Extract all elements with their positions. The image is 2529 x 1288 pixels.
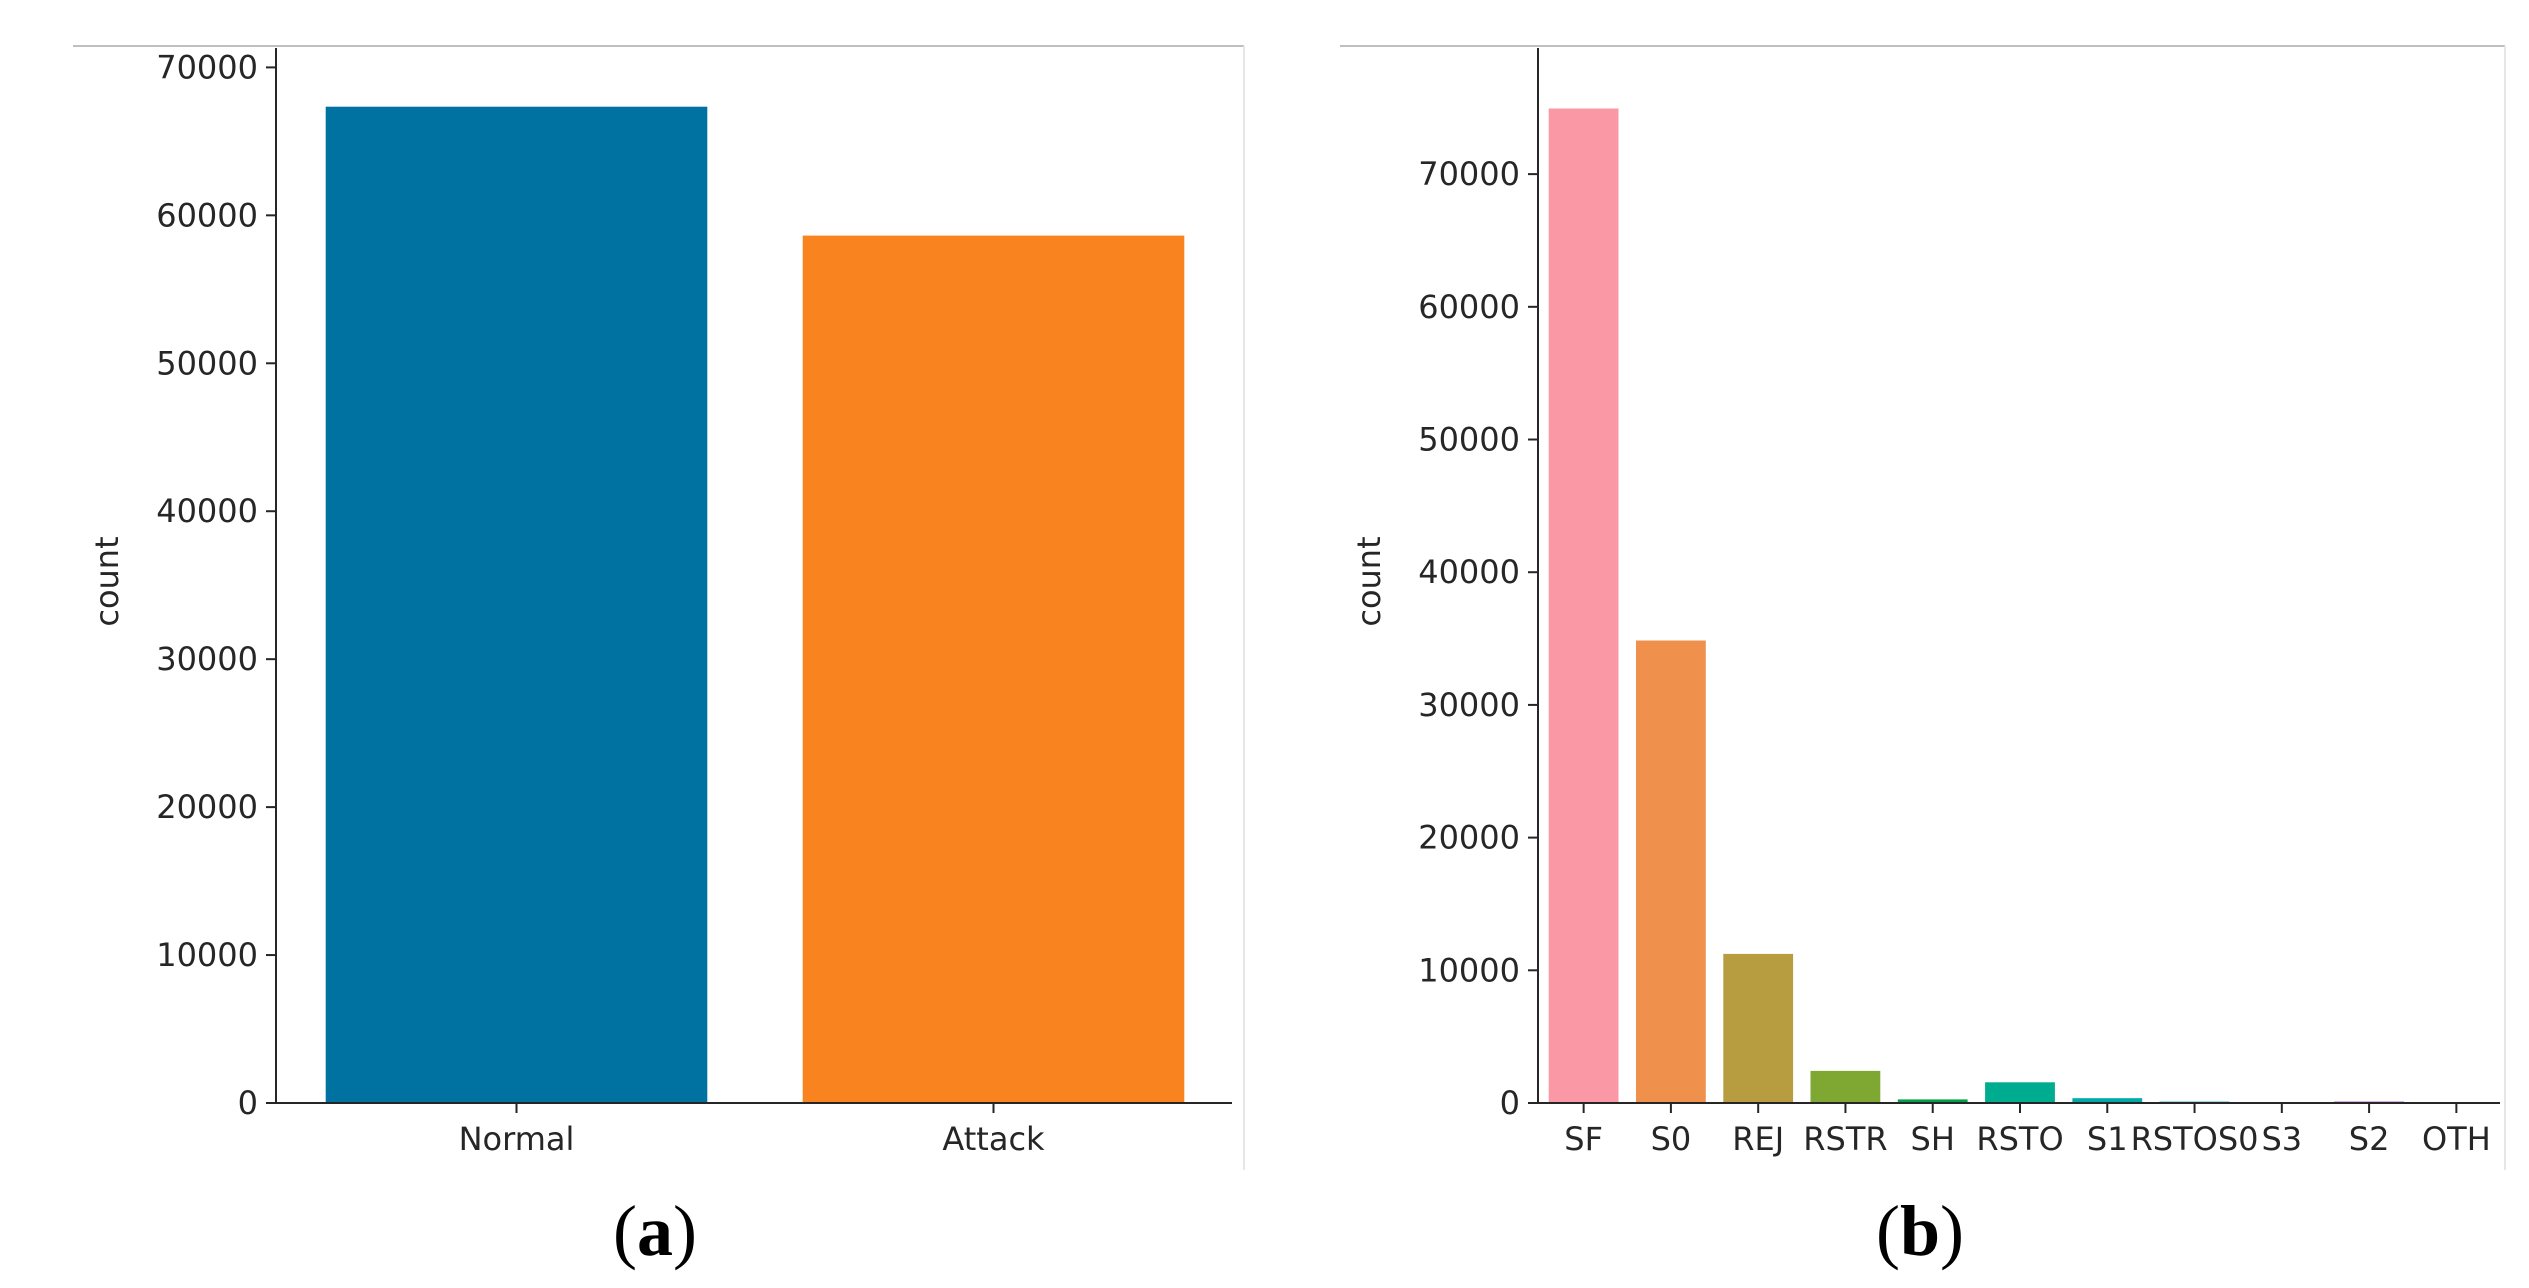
x-tick-label-b: SH (1911, 1120, 1955, 1158)
x-tick-label-b: RSTOS0 (2131, 1120, 2259, 1158)
bar-b-s0 (1636, 640, 1706, 1103)
x-tick-label-a: Attack (942, 1120, 1045, 1158)
y-tick-label-b: 40000 (1418, 553, 1520, 591)
y-tick-label-a: 40000 (156, 492, 258, 530)
x-tick-label-b: S0 (1651, 1120, 1692, 1158)
y-tick-label-b: 60000 (1418, 288, 1520, 326)
y-tick-label-a: 10000 (156, 936, 258, 974)
y-tick-label-b: 30000 (1418, 686, 1520, 724)
bar-b-sh (1897, 1099, 1968, 1103)
bar-b-rej (1723, 953, 1794, 1103)
x-tick-label-b: RSTO (1976, 1120, 2063, 1158)
y-tick-label-a: 0 (238, 1084, 258, 1122)
y-tick-label-a: 50000 (156, 344, 258, 382)
chart-panel-b: 0 10000 20000 30000 40000 50000 60000 70000 SF S0… (1350, 48, 2500, 1158)
x-tick-label-b: S1 (2087, 1120, 2128, 1158)
x-tick-label-b: SF (1564, 1120, 1603, 1158)
x-tick-label-b: REJ (1732, 1120, 1784, 1158)
x-tick-label-b: S2 (2349, 1120, 2390, 1158)
bar-a-attack (802, 235, 1185, 1104)
x-tick-label-b: S3 (2261, 1120, 2302, 1158)
y-axis-label-b: count (1350, 536, 1388, 626)
bar-b-sf (1548, 108, 1619, 1103)
y-tick-label-b: 0 (1500, 1084, 1520, 1122)
bar-b-rsto (1985, 1082, 2055, 1103)
chart-panel-a: 0 10000 20000 30000 40000 50000 60000 70000 Norm… (88, 48, 1232, 1158)
bar-a-normal (325, 106, 708, 1103)
y-tick-label-a: 60000 (156, 196, 258, 234)
x-tick-label-b: OTH (2422, 1120, 2491, 1158)
bar-b-s1 (2072, 1098, 2143, 1103)
panel-label-a: (a) (613, 1191, 697, 1271)
x-tick-label-a: Normal (459, 1120, 575, 1158)
y-tick-label-a: 30000 (156, 640, 258, 678)
panel-label-b: (b) (1876, 1191, 1964, 1271)
bar-b-rstr (1810, 1070, 1881, 1103)
y-tick-label-b: 20000 (1418, 819, 1520, 857)
y-axis-label-a: count (88, 536, 126, 626)
y-tick-label-b: 10000 (1418, 951, 1520, 989)
x-tick-label-b: RSTR (1803, 1120, 1887, 1158)
y-tick-label-a: 20000 (156, 788, 258, 826)
y-tick-label-b: 50000 (1418, 421, 1520, 459)
y-tick-label-b: 70000 (1418, 155, 1520, 193)
y-tick-label-a: 70000 (156, 48, 258, 86)
